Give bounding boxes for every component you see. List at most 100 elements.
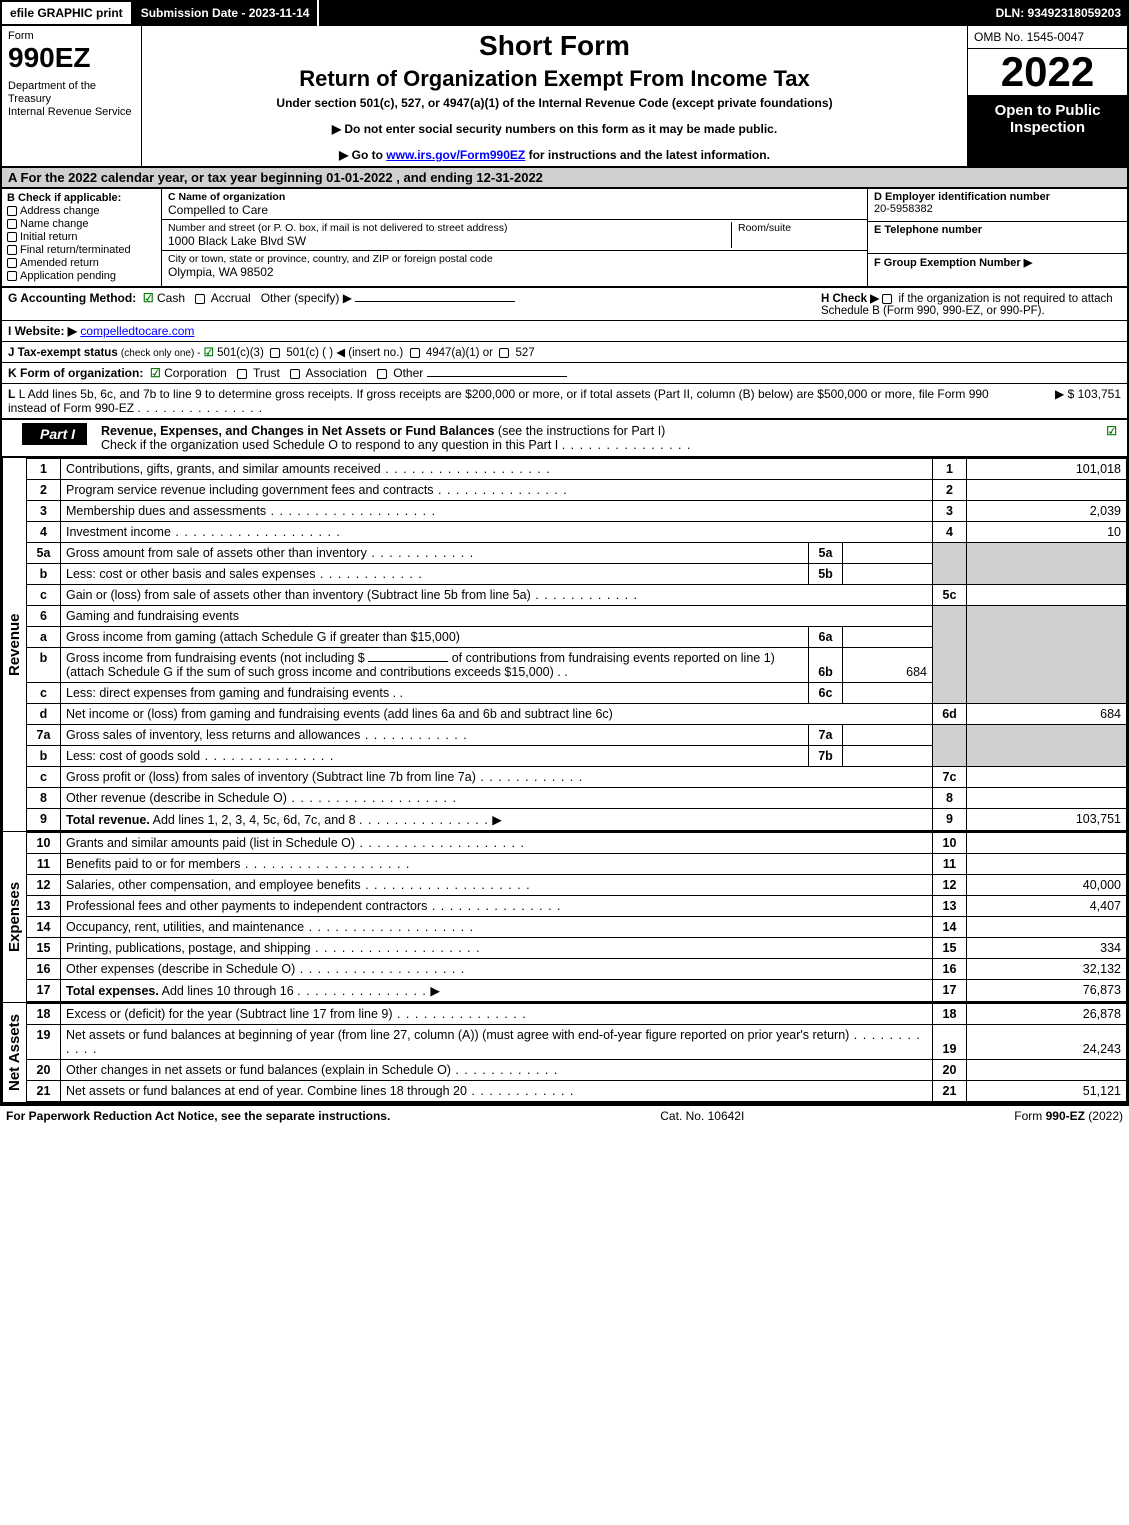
row-amount: 32,132 bbox=[967, 959, 1127, 980]
row-amount bbox=[967, 833, 1127, 854]
form-label: Form bbox=[8, 30, 135, 42]
row-amount: 26,878 bbox=[967, 1004, 1127, 1025]
table-row: 4Investment income410 bbox=[27, 522, 1127, 543]
table-row: cGain or (loss) from sale of assets othe… bbox=[27, 585, 1127, 606]
check-501c[interactable] bbox=[270, 348, 280, 358]
line-h-pre: H Check ▶ bbox=[821, 293, 879, 305]
table-row: 15Printing, publications, postage, and s… bbox=[27, 938, 1127, 959]
revenue-block: Revenue 1Contributions, gifts, grants, a… bbox=[0, 458, 1129, 831]
row-desc: Other expenses (describe in Schedule O) bbox=[66, 962, 295, 976]
check-other-org[interactable] bbox=[377, 369, 387, 379]
check-address-change[interactable]: Address change bbox=[7, 205, 156, 217]
table-row: dNet income or (loss) from gaming and fu… bbox=[27, 704, 1127, 725]
row-amount: 51,121 bbox=[967, 1081, 1127, 1102]
row-desc: Less: cost or other basis and sales expe… bbox=[66, 567, 315, 581]
check-application-pending[interactable]: Application pending bbox=[7, 270, 156, 282]
row-amount: 684 bbox=[967, 704, 1127, 725]
city-state-zip: Olympia, WA 98502 bbox=[168, 265, 861, 279]
row-desc: Occupancy, rent, utilities, and maintena… bbox=[66, 920, 304, 934]
row-amount bbox=[967, 788, 1127, 809]
telephone-label: E Telephone number bbox=[874, 224, 1121, 236]
row-amount: 334 bbox=[967, 938, 1127, 959]
info-block: B Check if applicable: Address change Na… bbox=[0, 189, 1129, 288]
table-row: 9Total revenue. Add lines 1, 2, 3, 4, 5c… bbox=[27, 809, 1127, 831]
website-link[interactable]: compelledtocare.com bbox=[80, 324, 194, 338]
table-row: 20Other changes in net assets or fund ba… bbox=[27, 1060, 1127, 1081]
section-b: B Check if applicable: Address change Na… bbox=[2, 189, 162, 286]
accrual-label: Accrual bbox=[211, 291, 251, 305]
goto-post: for instructions and the latest informat… bbox=[525, 148, 770, 162]
line-l-amount: ▶ $ 103,751 bbox=[1001, 387, 1121, 415]
street-address: 1000 Black Lake Blvd SW bbox=[168, 234, 725, 248]
goto-pre: Go to bbox=[352, 148, 387, 162]
net-assets-side-label: Net Assets bbox=[2, 1003, 26, 1102]
row-amount bbox=[967, 480, 1127, 501]
omb-number: OMB No. 1545-0047 bbox=[968, 26, 1127, 49]
row-amount bbox=[967, 585, 1127, 606]
return-title: Return of Organization Exempt From Incom… bbox=[150, 66, 959, 92]
under-section-text: Under section 501(c), 527, or 4947(a)(1)… bbox=[150, 96, 959, 110]
row-desc: Membership dues and assessments bbox=[66, 504, 266, 518]
section-b-title: B Check if applicable: bbox=[7, 192, 156, 204]
row-desc: Gain or (loss) from sale of assets other… bbox=[66, 588, 531, 602]
row-desc: Gross amount from sale of assets other t… bbox=[66, 546, 367, 560]
table-row: 7aGross sales of inventory, less returns… bbox=[27, 725, 1127, 746]
table-row: 12Salaries, other compensation, and empl… bbox=[27, 875, 1127, 896]
check-4947[interactable] bbox=[410, 348, 420, 358]
paperwork-notice: For Paperwork Reduction Act Notice, see … bbox=[6, 1109, 390, 1123]
association-label: Association bbox=[306, 366, 367, 380]
room-suite-label: Room/suite bbox=[731, 222, 861, 248]
check-amended-return[interactable]: Amended return bbox=[7, 257, 156, 269]
department-label: Department of the Treasury Internal Reve… bbox=[8, 80, 135, 120]
row-amount bbox=[967, 917, 1127, 938]
table-row: 13Professional fees and other payments t… bbox=[27, 896, 1127, 917]
section-def: D Employer identification number 20-5958… bbox=[867, 189, 1127, 286]
527-label: 527 bbox=[516, 347, 535, 359]
check-corporation-icon: ☑ bbox=[150, 366, 161, 380]
row-amount: 101,018 bbox=[967, 459, 1127, 480]
row-desc: Excess or (deficit) for the year (Subtra… bbox=[66, 1007, 393, 1021]
part-1-sub: (see the instructions for Part I) bbox=[498, 424, 665, 438]
row-desc: Program service revenue including govern… bbox=[66, 483, 434, 497]
check-trust[interactable] bbox=[237, 369, 247, 379]
row-desc: Net assets or fund balances at beginning… bbox=[66, 1028, 849, 1042]
row-amount bbox=[967, 767, 1127, 788]
website-label: I Website: ▶ bbox=[8, 324, 77, 338]
street-label: Number and street (or P. O. box, if mail… bbox=[168, 222, 725, 234]
row-desc: Gross sales of inventory, less returns a… bbox=[66, 728, 360, 742]
check-association[interactable] bbox=[290, 369, 300, 379]
row-desc: Gross profit or (loss) from sales of inv… bbox=[66, 770, 476, 784]
check-accrual[interactable] bbox=[195, 294, 205, 304]
row-desc: Other revenue (describe in Schedule O) bbox=[66, 791, 287, 805]
row-desc: Gaming and fundraising events bbox=[61, 606, 933, 627]
row-amount: 76,873 bbox=[967, 980, 1127, 1002]
501c3-label: 501(c)(3) bbox=[217, 347, 264, 359]
check-name-change[interactable]: Name change bbox=[7, 218, 156, 230]
table-row: 17Total expenses. Add lines 10 through 1… bbox=[27, 980, 1127, 1002]
row-desc: Benefits paid to or for members bbox=[66, 857, 240, 871]
row-amount: 103,751 bbox=[967, 809, 1127, 831]
cash-label: Cash bbox=[157, 291, 185, 305]
tax-exempt-label: J Tax-exempt status bbox=[8, 347, 118, 359]
trust-label: Trust bbox=[253, 366, 280, 380]
irs-link[interactable]: www.irs.gov/Form990EZ bbox=[386, 148, 525, 162]
other-org-label: Other bbox=[393, 366, 423, 380]
open-to-public: Open to Public Inspection bbox=[968, 96, 1127, 166]
row-desc: Gross income from gaming (attach Schedul… bbox=[66, 630, 460, 644]
efile-print-button[interactable]: efile GRAPHIC print bbox=[0, 0, 133, 26]
table-row: 1Contributions, gifts, grants, and simil… bbox=[27, 459, 1127, 480]
row-desc: Investment income bbox=[66, 525, 171, 539]
check-final-return[interactable]: Final return/terminated bbox=[7, 244, 156, 256]
form-header: Form 990EZ Department of the Treasury In… bbox=[0, 26, 1129, 168]
check-527[interactable] bbox=[499, 348, 509, 358]
section-c: C Name of organization Compelled to Care… bbox=[162, 189, 867, 286]
row-desc: Net income or (loss) from gaming and fun… bbox=[66, 707, 613, 721]
corporation-label: Corporation bbox=[164, 366, 227, 380]
table-row: 2Program service revenue including gover… bbox=[27, 480, 1127, 501]
row-desc: Less: cost of goods sold bbox=[66, 749, 200, 763]
check-h[interactable] bbox=[882, 294, 892, 304]
check-initial-return[interactable]: Initial return bbox=[7, 231, 156, 243]
check-501c3-icon: ☑ bbox=[204, 347, 214, 359]
revenue-side-label: Revenue bbox=[2, 458, 26, 831]
row-desc: Contributions, gifts, grants, and simila… bbox=[66, 462, 381, 476]
